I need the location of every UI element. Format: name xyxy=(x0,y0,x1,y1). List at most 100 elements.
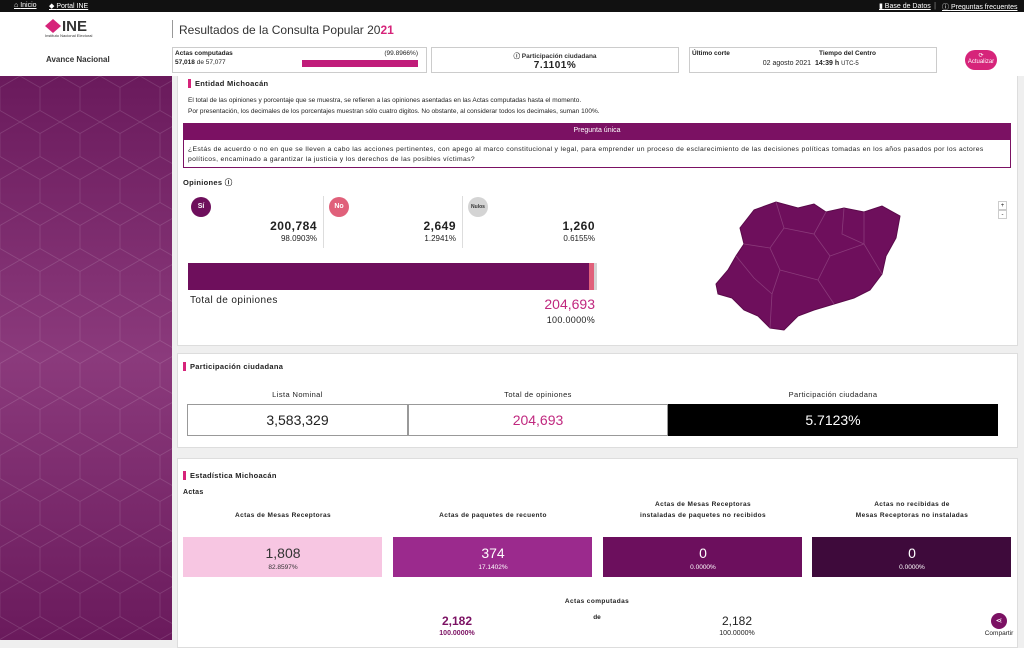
column-value: 3,583,329 xyxy=(187,404,408,436)
bar-segment xyxy=(589,263,595,290)
link-portal[interactable]: ◆ Portal INE xyxy=(49,3,89,10)
panel-title: Entidad Michoacán xyxy=(195,79,269,88)
column-heading: Actas de Mesas Receptoras xyxy=(235,512,331,519)
total-pct: 100.0000% xyxy=(546,315,595,325)
opinions-title: Opiniones xyxy=(183,178,223,187)
option-count: 200,784 xyxy=(270,219,317,233)
option-pct: 0.6155% xyxy=(563,234,595,243)
section-label: Avance Nacional xyxy=(46,55,110,64)
question-title: Pregunta única xyxy=(183,123,1011,139)
actas-total: 57,077 xyxy=(205,59,226,66)
stat-box xyxy=(603,537,802,577)
computadas-label: Actas computadas xyxy=(564,598,630,605)
divider xyxy=(323,196,324,248)
column-heading: instaladas de paquetes no recibidos xyxy=(640,512,766,519)
link-inicio[interactable]: ⌂ Inicio xyxy=(14,2,37,9)
corte-date: 02 agosto 2021 xyxy=(762,60,811,67)
tz-label: Tiempo del Centro xyxy=(819,50,876,57)
share-label[interactable]: Compartir xyxy=(984,630,1014,637)
map xyxy=(715,201,901,331)
progress-bar xyxy=(303,61,417,66)
option-pct: 98.0903% xyxy=(280,234,317,243)
note: El total de las opiniones y porcentaje q… xyxy=(188,97,582,104)
progress-track xyxy=(302,60,418,67)
refresh-label[interactable]: Actualizar xyxy=(967,59,995,65)
column-label: Lista Nominal xyxy=(272,390,323,399)
logo-subtitle: Instituto Nacional Electoral xyxy=(45,33,93,38)
column-label: Total de opiniones xyxy=(504,390,572,399)
stat-value: 0 xyxy=(699,545,707,561)
divider xyxy=(462,196,463,248)
link-text[interactable]: Base de Datos xyxy=(884,3,931,10)
top-bar xyxy=(0,0,1024,12)
zoom-out[interactable]: - xyxy=(998,210,1007,219)
accent xyxy=(188,79,191,88)
link-text[interactable]: Inicio xyxy=(20,2,37,9)
stat-box xyxy=(393,537,592,577)
bar-segment xyxy=(594,263,597,290)
participacion-label: Participación ciudadana xyxy=(521,53,597,60)
option-pct: 1.2941% xyxy=(424,234,456,243)
link-text[interactable]: Portal INE xyxy=(56,3,89,10)
stat-pct: 0.0000% xyxy=(899,564,925,571)
refresh-button[interactable]: ⟳ Actualizar xyxy=(965,50,997,70)
actas-count: 57,018 xyxy=(175,59,195,66)
option-badge: No xyxy=(329,197,349,217)
option-count: 2,649 xyxy=(423,219,456,233)
link-preguntas[interactable]: ⓘ Preguntas frecuentes xyxy=(942,4,1018,11)
participacion-box xyxy=(431,47,679,73)
corte-label: Último corte xyxy=(692,50,730,57)
sidebar xyxy=(0,76,172,640)
column-value: 5.7123% xyxy=(668,404,998,436)
question-text: ¿Estás de acuerdo o no en que se lleven … xyxy=(183,139,1011,168)
stat-value: 0 xyxy=(908,545,916,561)
stat-pct: 82.8597% xyxy=(268,564,298,571)
actas-pct: (99.8966%) xyxy=(384,50,418,57)
stat-value: 374 xyxy=(481,545,505,561)
link-base-datos[interactable]: ▮ Base de Datos xyxy=(879,3,931,10)
link-text[interactable]: Preguntas frecuentes xyxy=(950,4,1018,11)
total-value: 204,693 xyxy=(544,296,595,312)
bar-segment xyxy=(188,263,590,290)
stat-box xyxy=(812,537,1011,577)
option-badge: Sí xyxy=(191,197,211,217)
option-badge: Nulos xyxy=(468,197,488,217)
title-accent: 21 xyxy=(380,23,394,37)
column-value: 204,693 xyxy=(408,404,668,436)
accent xyxy=(183,471,186,480)
column-label: Participación ciudadana xyxy=(788,390,878,399)
panel-subtitle: Actas xyxy=(183,489,204,496)
opinions-heading: Opiniones ⓘ xyxy=(183,178,233,187)
logo-icon xyxy=(45,19,61,33)
panel-title: Participación ciudadana xyxy=(190,362,284,371)
corte-tz: UTC-5 xyxy=(841,61,859,67)
note: Por presentación, los decimales de los p… xyxy=(188,108,600,115)
stat-pct: 0.0000% xyxy=(690,564,716,571)
accent xyxy=(183,362,186,371)
column-heading: Actas no recibidas de xyxy=(874,501,950,508)
computadas-pct: 100.0000% xyxy=(439,630,475,637)
page-title: Resultados de la Consulta Popular 2021 xyxy=(179,23,394,37)
actas-of: de xyxy=(196,59,204,66)
divider xyxy=(172,20,173,38)
panel-title: Estadística Michoacán xyxy=(190,471,277,480)
computadas-value: 2,182 xyxy=(441,614,473,628)
share-button[interactable]: ⋖ xyxy=(991,613,1007,629)
corte-time: 14:39 xyxy=(815,60,833,67)
stat-value: 1,808 xyxy=(265,545,301,561)
stat-pct: 17.1402% xyxy=(478,564,508,571)
participacion-value: 7.1101% xyxy=(533,60,577,71)
zoom-in[interactable]: + xyxy=(998,201,1007,210)
separator: | xyxy=(934,1,937,10)
column-heading: Mesas Receptoras no instaladas xyxy=(855,512,969,519)
esperadas-value: 2,182 xyxy=(721,614,753,628)
corte-box xyxy=(689,47,937,73)
esperadas-pct: 100.0000% xyxy=(719,630,755,637)
option-count: 1,260 xyxy=(562,219,595,233)
total-label: Total de opiniones xyxy=(190,295,278,306)
column-heading: Actas de Mesas Receptoras xyxy=(655,501,751,508)
stat-box xyxy=(183,537,382,577)
computadas-of: de xyxy=(593,614,601,621)
